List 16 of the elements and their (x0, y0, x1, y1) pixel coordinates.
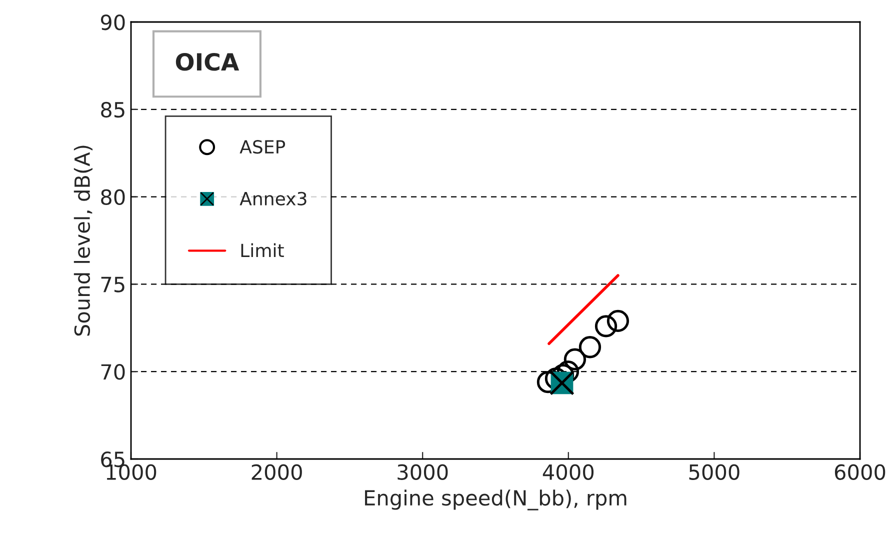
y-axis-title: Sound level, dB(A) (74, 146, 92, 336)
legend-label: Limit (241, 243, 284, 257)
y-tick-label: 75 (101, 276, 124, 292)
legend-label: Annex3 (240, 192, 306, 206)
x-tick-label: 6000 (834, 464, 886, 480)
x-tick-label: 4000 (542, 464, 594, 480)
y-tick-label: 85 (101, 102, 124, 118)
text: OICA (176, 52, 240, 71)
y-tick-label: 70 (101, 364, 125, 380)
legend-label: ASEP (240, 140, 286, 154)
y-tick-label: 80 (101, 189, 125, 206)
y-tick-label: 90 (100, 14, 125, 30)
x-tick-label: 5000 (689, 464, 740, 480)
x-tick-label: 3000 (398, 464, 448, 480)
x-tick-label: 2000 (252, 464, 302, 480)
x-axis-title: Engine speed(N_bb), rpm (365, 490, 626, 510)
